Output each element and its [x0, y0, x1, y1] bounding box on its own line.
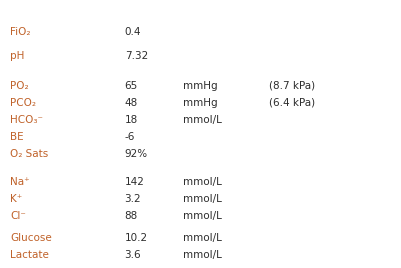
- Text: BE: BE: [10, 132, 24, 142]
- Text: mmol/L: mmol/L: [182, 115, 221, 125]
- Text: 48: 48: [124, 98, 138, 108]
- Text: mmHg: mmHg: [182, 98, 217, 108]
- Text: Cl⁻: Cl⁻: [10, 211, 26, 221]
- Text: mmol/L: mmol/L: [182, 177, 221, 187]
- Text: (8.7 kPa): (8.7 kPa): [269, 81, 315, 91]
- Text: PCO₂: PCO₂: [10, 98, 36, 108]
- Text: PO₂: PO₂: [10, 81, 28, 91]
- Text: FiO₂: FiO₂: [10, 27, 30, 37]
- Text: 10.2: 10.2: [124, 233, 148, 243]
- Text: mmol/L: mmol/L: [182, 194, 221, 204]
- Text: Na⁺: Na⁺: [10, 177, 30, 187]
- Text: 142: 142: [124, 177, 144, 187]
- Text: mmol/L: mmol/L: [182, 250, 221, 260]
- Text: mmHg: mmHg: [182, 81, 217, 91]
- Text: 65: 65: [124, 81, 138, 91]
- Text: 92%: 92%: [124, 149, 148, 159]
- Text: (6.4 kPa): (6.4 kPa): [269, 98, 315, 108]
- Text: O₂ Sats: O₂ Sats: [10, 149, 48, 159]
- Text: Glucose: Glucose: [10, 233, 52, 243]
- Text: 88: 88: [124, 211, 138, 221]
- Text: -6: -6: [124, 132, 135, 142]
- Text: mmol/L: mmol/L: [182, 211, 221, 221]
- Text: 3.2: 3.2: [124, 194, 141, 204]
- Text: HCO₃⁻: HCO₃⁻: [10, 115, 43, 125]
- Text: pH: pH: [10, 51, 24, 61]
- Text: mmol/L: mmol/L: [182, 233, 221, 243]
- Text: 0.4: 0.4: [124, 27, 141, 37]
- Text: Lactate: Lactate: [10, 250, 49, 260]
- Text: 7.32: 7.32: [124, 51, 148, 61]
- Text: 3.6: 3.6: [124, 250, 141, 260]
- Text: 18: 18: [124, 115, 138, 125]
- Text: K⁺: K⁺: [10, 194, 22, 204]
